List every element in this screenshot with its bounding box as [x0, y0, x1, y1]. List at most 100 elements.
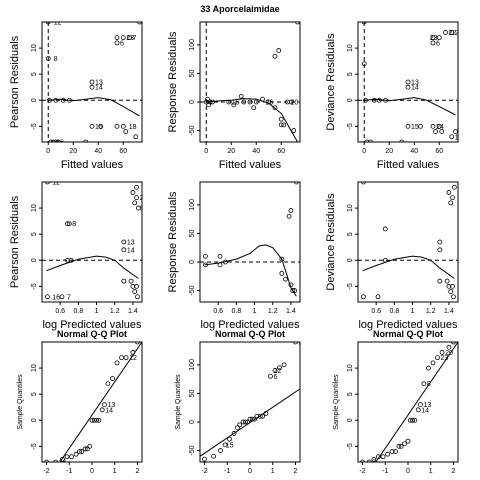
point-label: 15 [226, 442, 234, 449]
smoother-line [46, 255, 139, 279]
x-axis-label: Fitted values [61, 159, 124, 171]
panel-2: 0 20 40 60 -50 0 50 100 Fitted values Response Re… [167, 21, 301, 171]
data-point [405, 123, 411, 129]
x-tick-label: 2 [294, 468, 298, 475]
point-label: 13 [411, 80, 419, 87]
smoother-line [206, 98, 298, 142]
data-point [450, 283, 455, 289]
data-point [94, 417, 99, 423]
data-point [102, 402, 107, 408]
data-point [272, 105, 278, 111]
x-tick-label: 40 [410, 148, 418, 155]
data-point [66, 221, 72, 227]
point-label: 23 [430, 35, 438, 42]
data-point [133, 134, 139, 140]
data-point [361, 22, 367, 25]
panel-5: 0.6 0.8 1 1.2 1.4 -50 0 50 100 log Predicted valu… [167, 181, 301, 331]
y-tick-label: -50 [189, 125, 196, 135]
data-point [114, 35, 120, 41]
y-axis-label: Sample Quantiles [175, 374, 182, 430]
data-point [293, 182, 299, 185]
data-point [48, 139, 54, 142]
y-axis-label: Deviance Residuals [325, 33, 337, 131]
point-label: 23 [140, 195, 148, 202]
x-tick-label: 1 [113, 468, 117, 475]
panel-title: Normal Q-Q Plot [57, 329, 127, 339]
y-tick-label: 100 [189, 39, 196, 51]
data-point [383, 97, 388, 103]
y-tick-label: 10 [347, 204, 354, 212]
data-point [206, 102, 212, 108]
data-point [44, 459, 49, 462]
data-point [120, 35, 126, 41]
data-point [393, 449, 398, 454]
x-axis-label: Fitted values [219, 159, 282, 171]
data-point [135, 342, 140, 345]
data-point [437, 239, 443, 245]
point-label: 13 [424, 402, 432, 409]
data-point [451, 184, 457, 190]
data-point [446, 344, 452, 350]
data-point [257, 413, 263, 419]
data-point [45, 182, 50, 185]
y-tick-label: 0 [31, 418, 38, 422]
panel-1: 0 20 40 60 -5 0 5 10 Fitted values Pearson Residu… [9, 21, 143, 171]
point-label: 18 [129, 124, 137, 131]
data-point [453, 129, 458, 134]
data-point [237, 422, 243, 428]
data-layer: 15 226 20 [200, 342, 300, 462]
data-point [415, 407, 421, 413]
data-point [99, 407, 105, 413]
data-point [439, 350, 445, 355]
y-tick-label: 100 [189, 199, 196, 211]
data-point [205, 96, 210, 102]
x-tick-label: 20 [227, 148, 235, 155]
y-axis-label: Pearson Residuals [9, 35, 21, 128]
data-point [134, 195, 139, 201]
point-label: 22 [449, 30, 457, 37]
data-point [121, 278, 127, 284]
data-point [218, 448, 223, 453]
data-point [114, 360, 120, 366]
figure-title: 33 Aporcelaimidae [200, 4, 279, 14]
data-point [382, 226, 388, 232]
data-point [45, 56, 51, 61]
data-point [376, 97, 382, 103]
data-point [430, 123, 436, 129]
data-point [266, 99, 272, 105]
data-point [295, 22, 300, 25]
y-axis-label: Response Residuals [167, 191, 179, 292]
point-label: 23 [441, 355, 449, 362]
data-point [243, 419, 248, 425]
data-point [361, 294, 366, 300]
data-point [73, 451, 79, 457]
data-point [439, 129, 445, 134]
data-point [260, 96, 265, 102]
y-tick-label: 0 [189, 260, 196, 264]
point-label: 6 [436, 40, 440, 47]
data-point [64, 454, 70, 460]
y-tick-label: 100 [189, 359, 196, 371]
data-point [53, 459, 59, 462]
data-point [263, 411, 269, 416]
data-point [132, 200, 138, 206]
data-point [231, 102, 237, 108]
y-tick-label: 0 [189, 100, 196, 104]
data-point [288, 99, 294, 105]
point-label: 7 [67, 294, 71, 301]
data-point [446, 190, 452, 195]
data-point [130, 350, 136, 355]
data-point [67, 97, 72, 103]
y-tick-label: -5 [31, 283, 38, 289]
point-label: 7 [372, 460, 376, 467]
y-tick-label: -5 [31, 123, 38, 129]
data-point [286, 213, 292, 219]
data-point [110, 376, 115, 381]
y-tick-label: 5 [31, 232, 38, 236]
y-tick-label: 5 [347, 72, 354, 76]
y-axis-label: Pearson Residuals [9, 195, 21, 288]
y-tick-label: 50 [189, 389, 196, 397]
